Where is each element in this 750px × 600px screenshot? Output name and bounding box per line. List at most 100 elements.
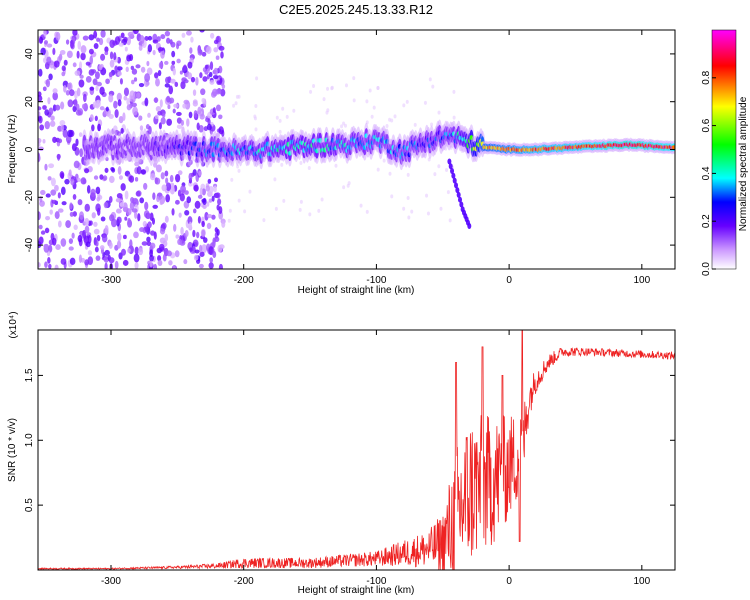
noise-blob (85, 76, 92, 83)
noise-blob (346, 183, 350, 188)
noise-blob (213, 39, 219, 45)
noise-blob (53, 60, 60, 68)
noise-blob (165, 76, 170, 84)
noise-blob (198, 244, 203, 253)
noise-blob (212, 239, 216, 248)
noise-blob (376, 86, 380, 91)
noise-blob (152, 192, 156, 200)
noise-blob (84, 168, 90, 174)
noise-blob (201, 97, 206, 104)
noise-blob (145, 81, 150, 86)
noise-blob (96, 81, 102, 87)
noise-blob (44, 109, 50, 116)
noise-blob (228, 208, 232, 213)
noise-blob (158, 122, 162, 130)
noise-blob (42, 105, 47, 110)
noise-blob (139, 227, 145, 233)
noise-blob (137, 213, 141, 222)
noise-blob (192, 100, 198, 107)
noise-blob (193, 184, 199, 192)
noise-blob (307, 166, 311, 171)
noise-blob (152, 204, 158, 209)
noise-blob (172, 108, 176, 114)
noise-blob (98, 37, 104, 46)
noise-blob (212, 74, 219, 80)
noise-blob (368, 88, 372, 93)
noise-blob (218, 126, 224, 135)
noise-blob (96, 234, 101, 242)
noise-blob (76, 177, 81, 182)
noise-blob (124, 46, 128, 52)
noise-blob (308, 212, 312, 217)
noise-blob (178, 212, 182, 218)
noise-blob (230, 177, 234, 182)
noise-blob (38, 138, 42, 144)
noise-blob (171, 60, 176, 65)
noise-blob (74, 70, 81, 77)
noise-blob (134, 161, 140, 167)
noise-blob (187, 61, 193, 69)
noise-blob (262, 218, 266, 223)
noise-blob (155, 78, 160, 87)
noise-blob (162, 253, 167, 262)
noise-blob (320, 197, 324, 202)
noise-blob (205, 185, 210, 192)
noise-blob (136, 166, 142, 175)
noise-blob (213, 47, 219, 53)
noise-blob (352, 98, 356, 103)
noise-blob (199, 30, 205, 33)
noise-blob (138, 45, 143, 51)
noise-blob (188, 172, 193, 181)
noise-blob (50, 189, 57, 196)
noise-blob (72, 193, 77, 200)
noise-blob (43, 40, 49, 45)
noise-blob (85, 241, 91, 248)
noise-blob (44, 227, 50, 234)
noise-blob (49, 120, 56, 127)
noise-blob (104, 249, 110, 256)
noise-blob (60, 124, 64, 133)
noise-blob (218, 263, 223, 269)
noise-blob (100, 53, 106, 61)
noise-blob (69, 89, 75, 97)
noise-blob (153, 263, 158, 269)
noise-blob (176, 117, 182, 124)
noise-blob (123, 36, 128, 43)
noise-blob (215, 104, 221, 112)
noise-blob (54, 104, 61, 111)
noise-blob (139, 125, 144, 131)
noise-blob (201, 244, 208, 254)
noise-blob (103, 255, 109, 263)
noise-blob (312, 83, 316, 88)
noise-blob (47, 176, 52, 181)
noise-blob (49, 209, 53, 215)
noise-blob (160, 49, 165, 59)
noise-blob (433, 172, 437, 177)
noise-blob (197, 49, 203, 56)
noise-blob (59, 171, 65, 179)
noise-blob (155, 106, 162, 112)
noise-blob (83, 93, 87, 103)
noise-blob (89, 55, 93, 65)
noise-blob (38, 211, 41, 221)
noise-blob (190, 36, 194, 43)
noise-blob (185, 30, 192, 36)
noise-blob (123, 95, 128, 101)
noise-blob (38, 236, 44, 245)
noise-blob (175, 199, 180, 205)
noise-blob (144, 36, 149, 41)
noise-blob (85, 61, 91, 66)
noise-blob (184, 209, 190, 216)
noise-blob (407, 215, 411, 220)
noise-blob (212, 107, 216, 114)
noise-blob (87, 250, 93, 256)
noise-blob (281, 106, 285, 111)
noise-blob (431, 84, 435, 89)
noise-blob (40, 230, 46, 235)
noise-blob (38, 68, 43, 77)
noise-blob (159, 227, 166, 235)
noise-blob (108, 94, 114, 103)
noise-blob (237, 168, 241, 173)
noise-blob (80, 45, 87, 54)
